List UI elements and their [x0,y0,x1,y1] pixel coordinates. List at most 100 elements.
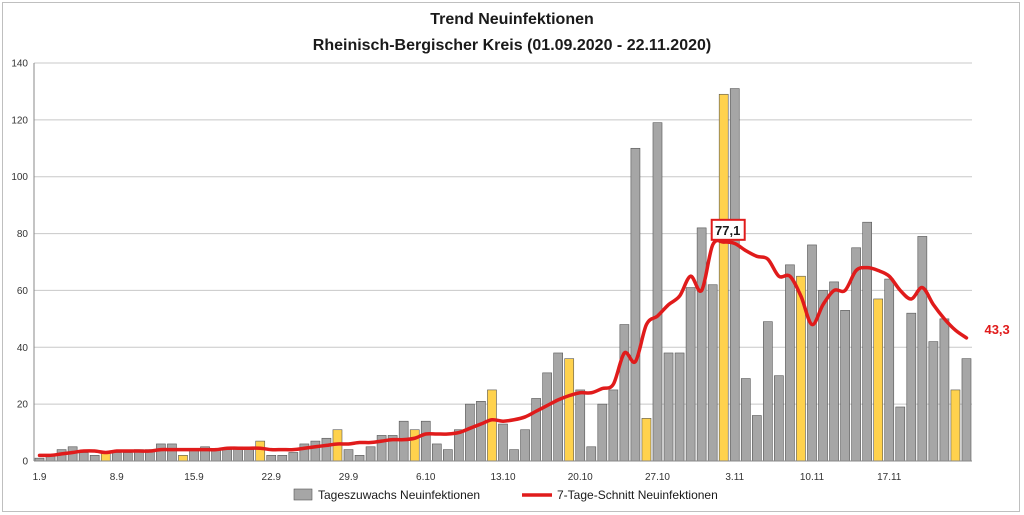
bar [553,352,563,462]
x-tick-label: 17.11 [877,472,902,483]
bar [156,443,166,462]
bar [873,298,884,462]
bar [365,446,376,462]
bar [652,122,663,462]
bar [542,372,552,462]
bar [851,247,861,462]
bar [597,403,608,462]
legend: Tageszuwachs Neuinfektionen 7-Tage-Schnit… [293,488,718,502]
bar [255,440,266,462]
bar [586,446,597,462]
bar [167,443,177,462]
bar [917,236,928,462]
x-tick-label: 10.11 [800,472,825,483]
bar [785,264,795,462]
bar [321,437,332,462]
bar [409,429,420,462]
y-tick-label: 60 [17,286,29,297]
bar [895,406,906,462]
bar [564,358,575,462]
bar [619,324,630,462]
bar [431,443,442,462]
bar [178,455,188,462]
y-tick-label: 20 [17,400,29,411]
bar [266,455,277,462]
bar [862,221,872,462]
axes: 0 20 40 60 80 100 120 140 1.9 8.9 15.9 22.9 29.9 6.10… [11,59,972,483]
bar [89,455,100,462]
bar [906,312,917,462]
y-tick-label: 40 [17,343,29,354]
bar [884,278,895,462]
bar [674,352,685,462]
bar [840,310,850,462]
bar [465,403,475,462]
moving-average-line [37,238,969,458]
x-tick-label: 1.9 [33,472,47,483]
y-tick-label: 0 [22,457,28,468]
line-series [37,238,969,458]
bar [277,455,288,462]
bar-series [34,88,972,462]
chart-title: Trend Neuinfektionen [430,11,594,28]
bar [310,440,321,462]
bar [498,423,508,462]
bar [608,389,619,462]
bar [487,389,497,462]
y-tick-label: 120 [11,115,28,126]
bar [343,449,354,462]
bar [630,147,641,462]
bar [685,287,696,462]
bar [78,452,89,462]
bar [829,281,839,462]
bar [718,93,729,462]
bar [961,358,972,462]
bar [707,284,718,462]
bar [763,321,773,462]
annotations: 77,1 43,3 [710,218,1010,337]
bar [740,378,751,462]
bar [575,389,586,462]
bar [928,341,939,462]
bar [663,352,674,462]
bar [696,227,707,462]
y-tick-label: 80 [17,229,29,240]
bar [244,449,255,462]
bar [774,375,784,462]
bar [443,449,453,462]
chart-subtitle: Rheinisch-Bergischer Kreis (01.09.2020 -… [313,37,711,54]
bar [509,449,519,462]
bar [288,452,299,462]
x-tick-label: 22.9 [262,472,282,483]
bar [222,449,232,462]
x-tick-label: 6.10 [416,472,436,483]
bar [520,429,530,462]
x-tick-label: 27.10 [645,472,670,483]
bar [420,420,431,462]
bar [807,244,817,462]
bar [476,400,486,462]
bar [111,452,122,462]
last-value-label: 43,3 [984,322,1009,337]
x-tick-label: 13.10 [490,472,515,483]
x-tick-label: 15.9 [184,472,204,483]
bar [354,455,365,462]
legend-bar-label: Tageszuwachs Neuinfektionen [318,488,480,502]
y-tick-label: 100 [11,172,28,183]
x-tick-label: 8.9 [110,472,124,483]
bar [641,418,652,462]
legend-line-label: 7-Tage-Schnitt Neuinfektionen [557,488,718,502]
x-tick-label: 20.10 [568,472,593,483]
bar [751,415,762,462]
bar [950,389,961,462]
bar [939,318,950,462]
peak-annotation-box [710,218,746,241]
peak-annotation-label: 77,1 [715,223,740,238]
legend-bar-swatch [293,488,313,501]
x-tick-label: 3.11 [725,472,744,483]
y-tick-label: 140 [11,59,28,70]
bar [122,452,133,462]
bar [729,88,740,462]
